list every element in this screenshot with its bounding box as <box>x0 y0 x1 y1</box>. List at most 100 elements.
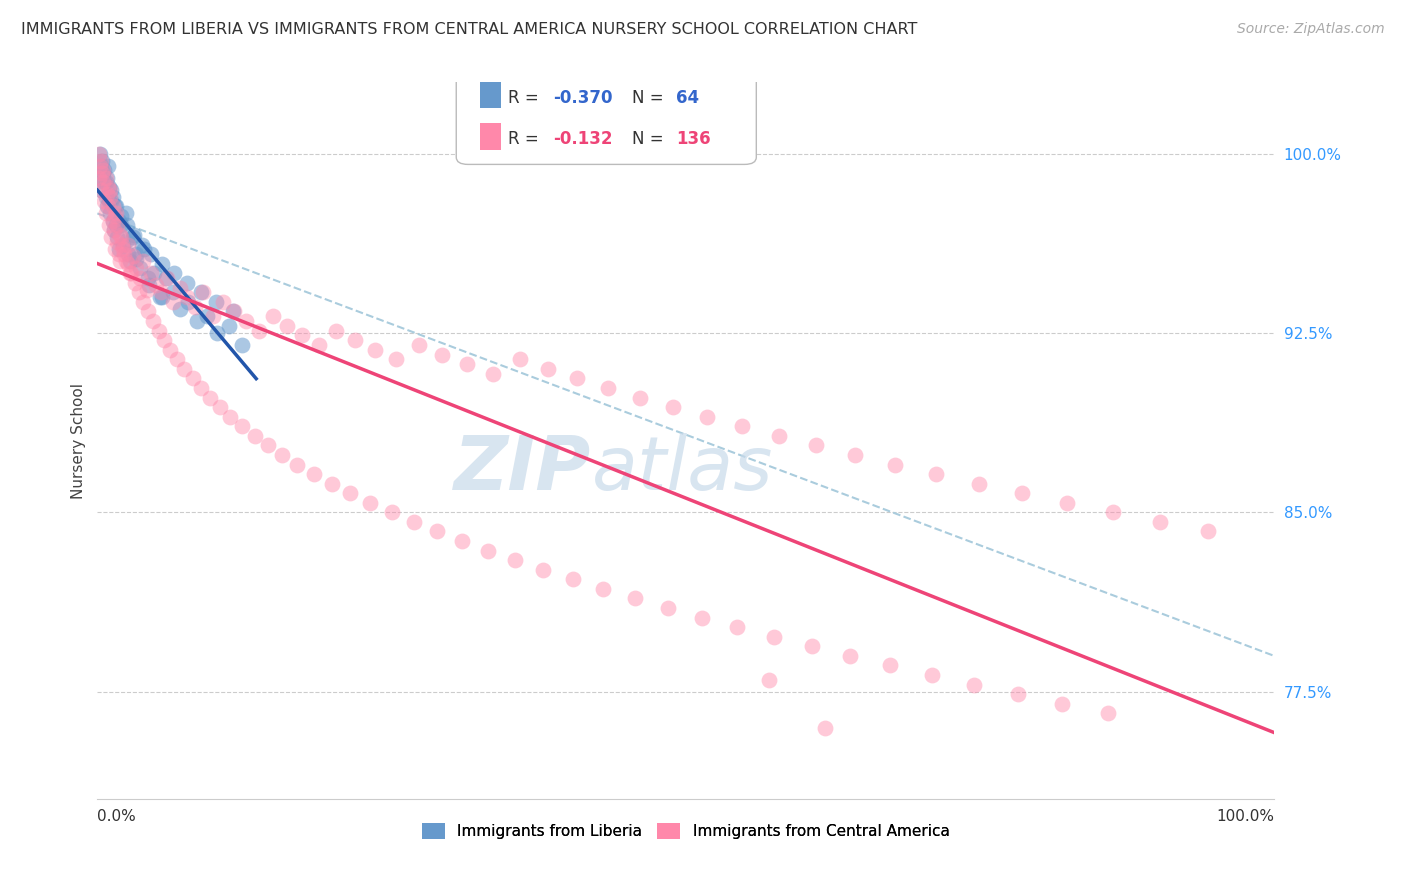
Text: -0.132: -0.132 <box>553 130 612 148</box>
Point <box>1007 687 1029 701</box>
Point <box>628 391 651 405</box>
Point <box>967 476 990 491</box>
Point <box>132 254 155 268</box>
Point <box>112 237 135 252</box>
Point <box>104 199 127 213</box>
Point <box>218 318 240 333</box>
Text: 64: 64 <box>676 89 699 107</box>
Point <box>91 153 114 168</box>
Text: 100.0%: 100.0% <box>1216 809 1274 824</box>
Point <box>531 563 554 577</box>
Y-axis label: Nursery School: Nursery School <box>72 383 86 499</box>
Point <box>110 219 132 233</box>
Point <box>481 367 503 381</box>
Point <box>661 400 683 414</box>
Point <box>176 290 198 304</box>
Point <box>212 294 235 309</box>
Point <box>117 257 139 271</box>
Point <box>247 324 270 338</box>
Point <box>142 314 165 328</box>
Point <box>105 206 128 220</box>
Point <box>89 170 111 185</box>
Point <box>1097 706 1119 721</box>
Point <box>120 254 142 268</box>
Point <box>200 391 222 405</box>
Point <box>94 190 117 204</box>
Point <box>142 266 165 280</box>
Point <box>148 324 170 338</box>
Point <box>696 409 718 424</box>
Point <box>153 333 176 347</box>
Point <box>100 194 122 209</box>
Point <box>98 180 121 194</box>
Point <box>624 591 647 606</box>
Point <box>839 648 862 663</box>
Point <box>596 381 619 395</box>
Point <box>231 419 253 434</box>
Point <box>98 219 121 233</box>
Point <box>91 175 114 189</box>
Point <box>1102 505 1125 519</box>
Point <box>537 362 560 376</box>
Point <box>94 170 117 185</box>
Point <box>104 242 127 256</box>
Point <box>385 352 408 367</box>
Point <box>235 314 257 328</box>
Point <box>291 328 314 343</box>
Point <box>104 209 127 223</box>
Point <box>107 213 129 227</box>
Text: IMMIGRANTS FROM LIBERIA VS IMMIGRANTS FROM CENTRAL AMERICA NURSERY SCHOOL CORREL: IMMIGRANTS FROM LIBERIA VS IMMIGRANTS FR… <box>21 22 918 37</box>
Point <box>207 326 229 340</box>
Point <box>89 146 111 161</box>
Point <box>121 230 143 244</box>
Point <box>567 371 589 385</box>
Point <box>150 257 173 271</box>
Point <box>145 278 167 293</box>
Point <box>96 199 118 213</box>
Point <box>592 582 614 596</box>
Point <box>408 338 430 352</box>
Point <box>96 187 118 202</box>
Point <box>456 357 478 371</box>
Point <box>380 505 402 519</box>
Point <box>101 199 124 213</box>
Point <box>193 285 215 300</box>
Point <box>657 601 679 615</box>
Point <box>173 362 195 376</box>
Point <box>128 271 150 285</box>
Point <box>359 496 381 510</box>
Point <box>503 553 526 567</box>
Point <box>101 213 124 227</box>
Point <box>141 247 163 261</box>
Point <box>169 280 191 294</box>
Point <box>190 381 212 395</box>
Point <box>111 237 134 252</box>
Point <box>758 673 780 687</box>
Point <box>128 261 150 276</box>
Point <box>364 343 387 357</box>
Point <box>131 237 153 252</box>
Point <box>108 254 131 268</box>
Point <box>98 190 121 204</box>
Point <box>262 310 284 324</box>
Point <box>121 266 143 280</box>
Point <box>257 438 280 452</box>
Point <box>125 247 148 261</box>
Point <box>97 199 120 213</box>
Point <box>169 302 191 317</box>
Point <box>302 467 325 481</box>
Point <box>105 230 128 244</box>
Point <box>276 318 298 333</box>
Point <box>155 271 177 285</box>
Text: Source: ZipAtlas.com: Source: ZipAtlas.com <box>1237 22 1385 37</box>
Point <box>149 285 172 300</box>
Point <box>1052 697 1074 711</box>
Point <box>128 285 150 300</box>
Point <box>963 677 986 691</box>
Point <box>90 182 112 196</box>
Point <box>1197 524 1219 539</box>
Point <box>325 324 347 338</box>
Point <box>190 285 212 300</box>
Point <box>844 448 866 462</box>
Point <box>162 294 184 309</box>
